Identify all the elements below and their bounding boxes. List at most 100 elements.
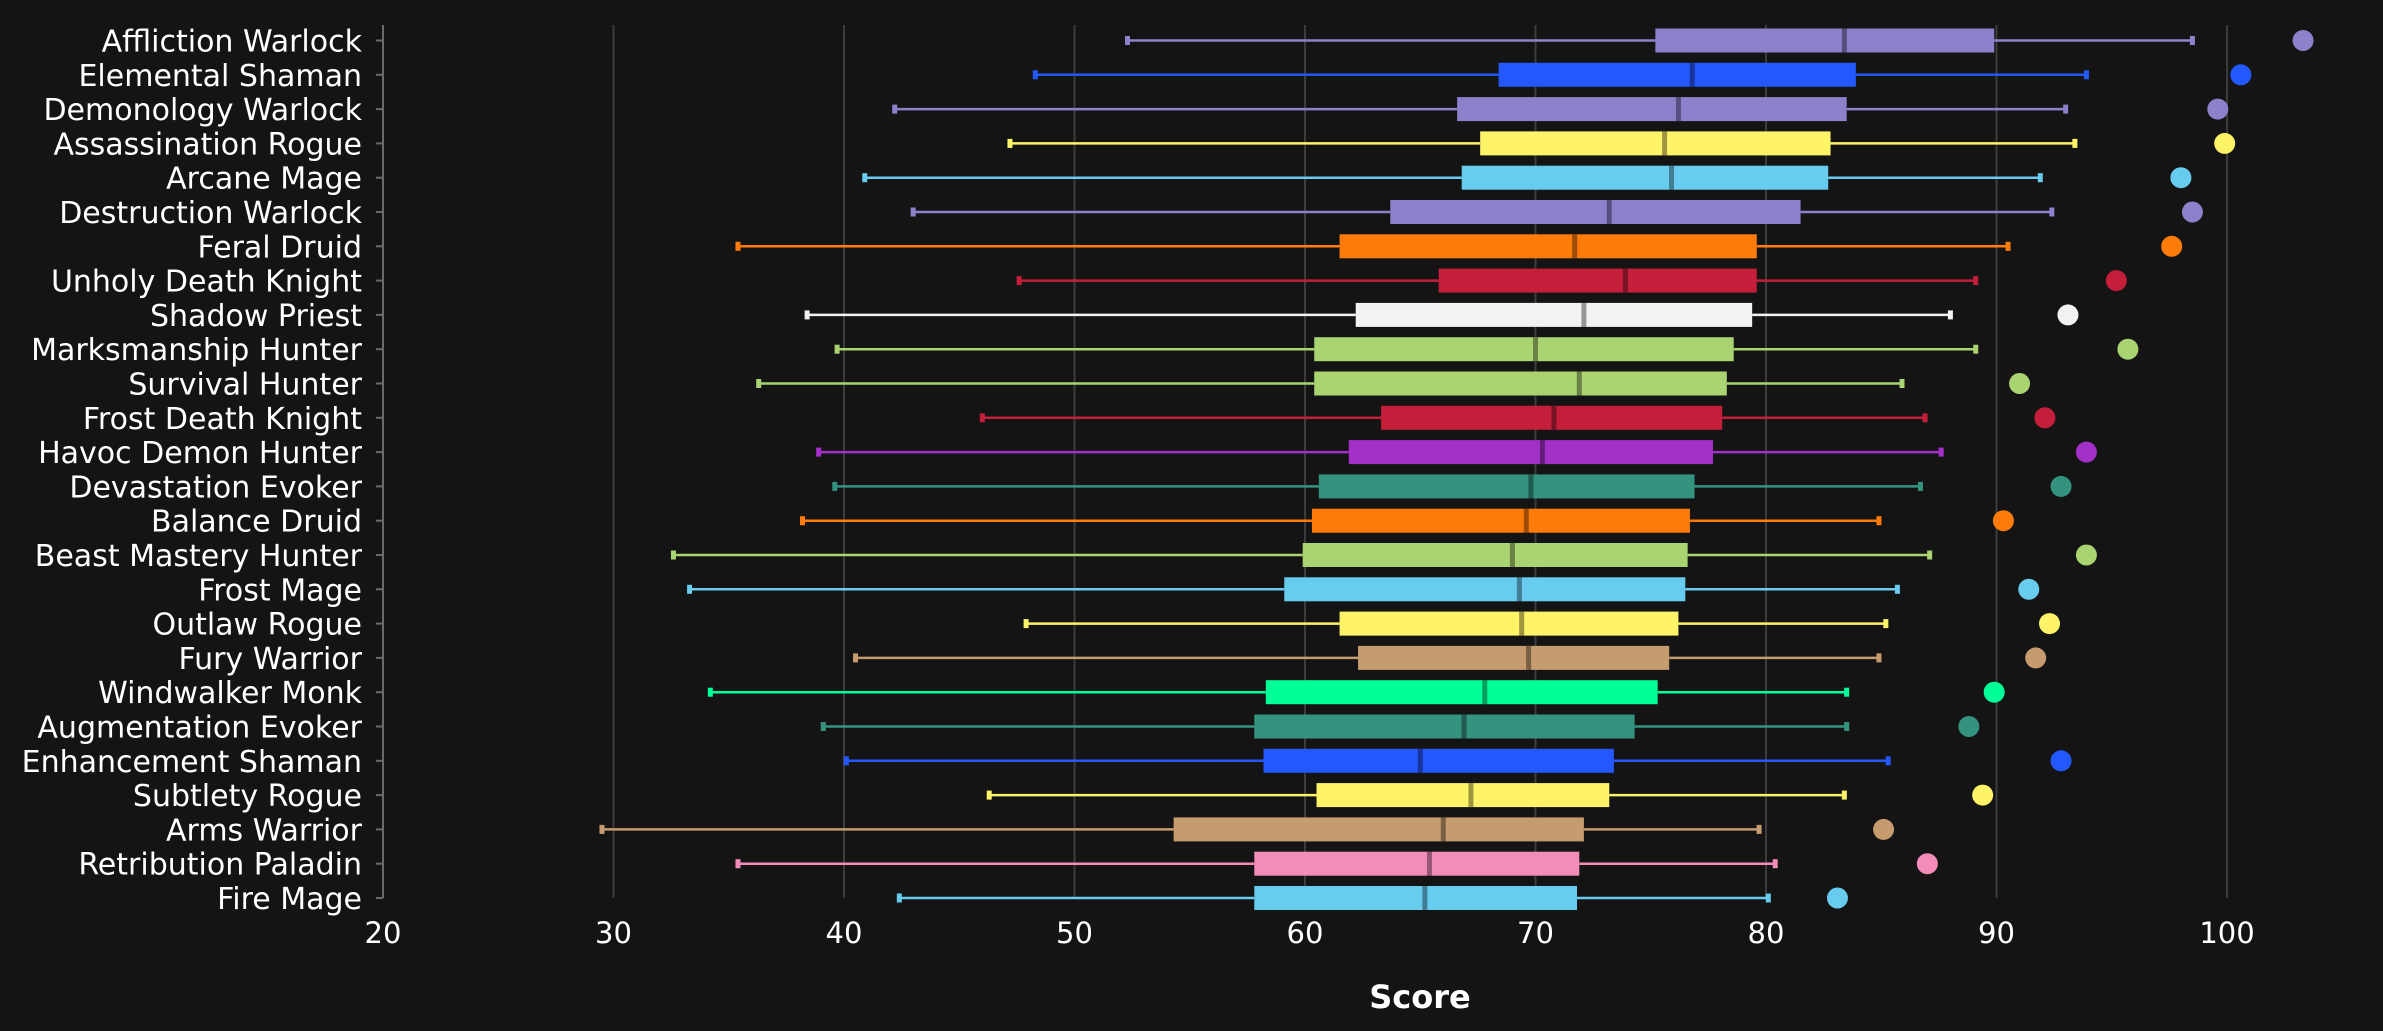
category-label-retribution-paladin: Retribution Paladin [78,848,362,883]
whisker-cap-high-frost-mage [1894,584,1900,594]
whisker-cap-low-feral-druid [735,241,741,251]
max-point-marksmanship-hunter [2117,338,2139,360]
box-survival-hunter [756,371,2031,396]
iqr-box-frost-mage [1284,577,1686,602]
whisker-cap-low-marksmanship-hunter [834,344,840,354]
median-elemental-shaman [1689,62,1695,87]
max-point-arcane-mage [2170,167,2192,189]
whisker-cap-low-assassination-rogue [1007,138,1013,148]
box-enhancement-shaman [843,748,2072,773]
box-subtlety-rogue [986,783,1994,808]
max-point-frost-death-knight [2034,407,2056,429]
whisker-cap-high-demonology-warlock [2063,104,2069,114]
iqr-box-fury-warrior [1358,645,1670,670]
max-point-elemental-shaman [2230,64,2252,86]
box-fury-warrior [853,645,2047,670]
box-havoc-demon-hunter [816,440,2097,465]
iqr-box-augmentation-evoker [1254,714,1635,739]
x-tick-label-70: 70 [1517,916,1554,950]
whisker-cap-low-augmentation-evoker [820,722,826,731]
box-augmentation-evoker [820,714,1980,739]
whisker-cap-high-destruction-warlock [2049,207,2055,217]
whisker-cap-low-shadow-priest [804,310,810,320]
category-label-enhancement-shaman: Enhancement Shaman [22,745,362,780]
whisker-cap-high-assassination-rogue [2072,138,2078,148]
whisker-cap-low-arms-warrior [599,824,605,834]
whisker-cap-high-affliction-warlock [2189,36,2195,45]
whisker-cap-high-fire-mage [1765,893,1771,903]
category-label-survival-hunter: Survival Hunter [128,368,362,403]
x-tick-label-80: 80 [1748,916,1785,950]
category-label-devastation-evoker: Devastation Evoker [69,470,362,505]
max-point-beast-mastery-hunter [2075,544,2097,566]
median-arcane-mage [1668,165,1674,190]
category-label-demonology-warlock: Demonology Warlock [43,93,362,128]
whisker-cap-low-survival-hunter [756,379,762,388]
iqr-box-enhancement-shaman [1263,748,1614,773]
category-label-affliction-warlock: Affliction Warlock [102,25,363,60]
whisker-cap-high-beast-mastery-hunter [1927,550,1933,560]
median-beast-mastery-hunter [1509,543,1515,567]
category-label-marksmanship-hunter: Marksmanship Hunter [31,333,363,368]
median-shadow-priest [1581,302,1587,327]
whisker-cap-low-windwalker-monk [707,687,713,697]
median-fury-warrior [1526,645,1532,670]
iqr-box-survival-hunter [1314,371,1727,396]
median-frost-mage [1516,577,1522,602]
median-windwalker-monk [1482,680,1488,705]
median-feral-druid [1572,234,1578,259]
whisker-cap-low-fury-warrior [853,653,859,663]
iqr-box-assassination-rogue [1480,131,1831,156]
box-outlaw-rogue [1023,611,2061,636]
whisker-cap-low-affliction-warlock [1125,36,1131,45]
max-point-subtlety-rogue [1972,784,1994,806]
x-tick-label-20: 20 [365,916,402,950]
box-frost-death-knight [979,405,2056,430]
iqr-box-fire-mage [1254,886,1577,910]
category-label-frost-death-knight: Frost Death Knight [83,402,362,437]
boxes-layer [599,28,2314,910]
category-label-shadow-priest: Shadow Priest [150,299,362,334]
whisker-cap-high-elemental-shaman [2083,70,2089,80]
whisker-cap-high-retribution-paladin [1772,859,1778,869]
whisker-cap-high-fury-warrior [1876,653,1882,663]
box-unholy-death-knight [1016,268,2127,293]
iqr-box-outlaw-rogue [1339,611,1679,636]
median-balance-druid [1523,508,1529,533]
max-point-affliction-warlock [2292,30,2314,51]
whisker-cap-high-windwalker-monk [1844,687,1850,697]
iqr-box-arms-warrior [1173,817,1584,842]
max-point-windwalker-monk [1983,681,2005,703]
median-subtlety-rogue [1468,783,1474,808]
whisker-cap-high-arms-warrior [1756,824,1762,834]
iqr-box-beast-mastery-hunter [1302,543,1688,567]
median-arms-warrior [1440,817,1446,842]
box-arcane-mage [862,165,2192,190]
category-label-havoc-demon-hunter: Havoc Demon Hunter [38,436,363,471]
whisker-cap-low-havoc-demon-hunter [816,447,822,457]
category-label-fire-mage: Fire Mage [217,882,362,917]
whisker-cap-high-frost-death-knight [1922,413,1928,423]
x-axis-title: Score [1369,978,1470,1016]
iqr-box-arcane-mage [1461,165,1829,190]
whisker-cap-high-feral-druid [2005,241,2011,251]
iqr-box-havoc-demon-hunter [1348,440,1713,465]
iqr-box-feral-druid [1339,234,1757,259]
median-frost-death-knight [1551,405,1557,430]
box-affliction-warlock [1125,28,2314,53]
box-balance-druid [800,508,2014,533]
whisker-cap-high-outlaw-rogue [1883,619,1889,629]
whisker-cap-high-devastation-evoker [1917,481,1923,491]
whisker-cap-low-retribution-paladin [735,859,741,869]
whisker-cap-high-enhancement-shaman [1885,756,1891,766]
whisker-cap-low-elemental-shaman [1032,70,1038,80]
box-devastation-evoker [832,474,2072,499]
x-tick-labels: 20 30 40 50 60 70 80 90 100 [365,916,2255,950]
whisker-cap-high-unholy-death-knight [1973,276,1979,286]
max-point-arms-warrior [1873,818,1895,840]
median-devastation-evoker [1528,474,1534,499]
whisker-cap-high-havoc-demon-hunter [1938,447,1944,457]
median-unholy-death-knight [1622,268,1628,293]
category-label-augmentation-evoker: Augmentation Evoker [37,711,362,746]
